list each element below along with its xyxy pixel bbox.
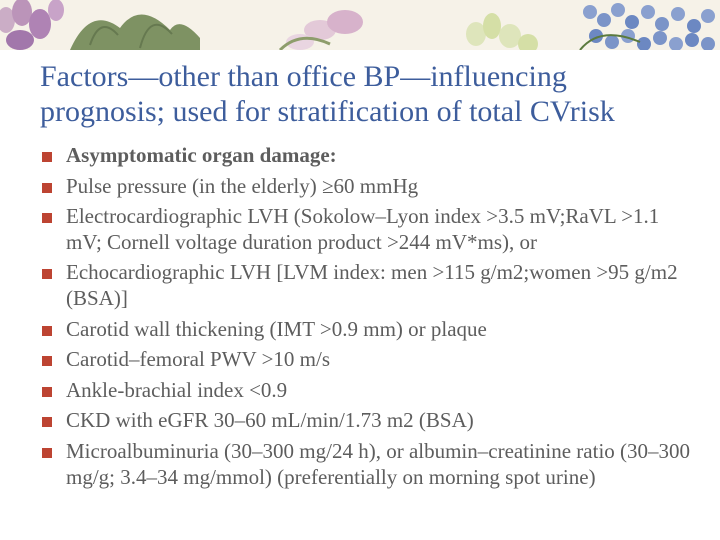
- bullet-icon: [42, 448, 52, 458]
- bullet-icon: [42, 183, 52, 193]
- list-item-text: Ankle-brachial index <0.9: [66, 378, 287, 404]
- bullet-icon: [42, 152, 52, 162]
- list-item: CKD with eGFR 30–60 mL/min/1.73 m2 (BSA): [42, 408, 694, 434]
- list-item-text: Carotid–femoral PWV >10 m/s: [66, 347, 330, 373]
- list-item: Electrocardiographic LVH (Sokolow–Lyon i…: [42, 204, 694, 255]
- list-item-text: Asymptomatic organ damage:: [66, 143, 337, 169]
- list-item: Asymptomatic organ damage:: [42, 143, 694, 169]
- slide-title: Factors—other than office BP—influencing…: [40, 60, 692, 129]
- bullet-list: Asymptomatic organ damage: Pulse pressur…: [42, 143, 694, 490]
- bullet-icon: [42, 356, 52, 366]
- bullet-icon: [42, 417, 52, 427]
- list-item-text: Microalbuminuria (30–300 mg/24 h), or al…: [66, 439, 694, 490]
- list-item-text: Pulse pressure (in the elderly) ≥60 mmHg: [66, 174, 418, 200]
- list-item: Ankle-brachial index <0.9: [42, 378, 694, 404]
- bullet-icon: [42, 213, 52, 223]
- list-item-text: Carotid wall thickening (IMT >0.9 mm) or…: [66, 317, 487, 343]
- slide: Factors—other than office BP—influencing…: [0, 0, 720, 540]
- list-item-text: Electrocardiographic LVH (Sokolow–Lyon i…: [66, 204, 694, 255]
- list-item: Carotid wall thickening (IMT >0.9 mm) or…: [42, 317, 694, 343]
- list-item: Microalbuminuria (30–300 mg/24 h), or al…: [42, 439, 694, 490]
- decorative-banner: [0, 0, 720, 50]
- bullet-icon: [42, 326, 52, 336]
- bullet-icon: [42, 387, 52, 397]
- list-item: Pulse pressure (in the elderly) ≥60 mmHg: [42, 174, 694, 200]
- list-item: Echocardiographic LVH [LVM index: men >1…: [42, 260, 694, 311]
- list-item-text: Echocardiographic LVH [LVM index: men >1…: [66, 260, 694, 311]
- bullet-icon: [42, 269, 52, 279]
- list-item-text: CKD with eGFR 30–60 mL/min/1.73 m2 (BSA): [66, 408, 474, 434]
- list-item: Carotid–femoral PWV >10 m/s: [42, 347, 694, 373]
